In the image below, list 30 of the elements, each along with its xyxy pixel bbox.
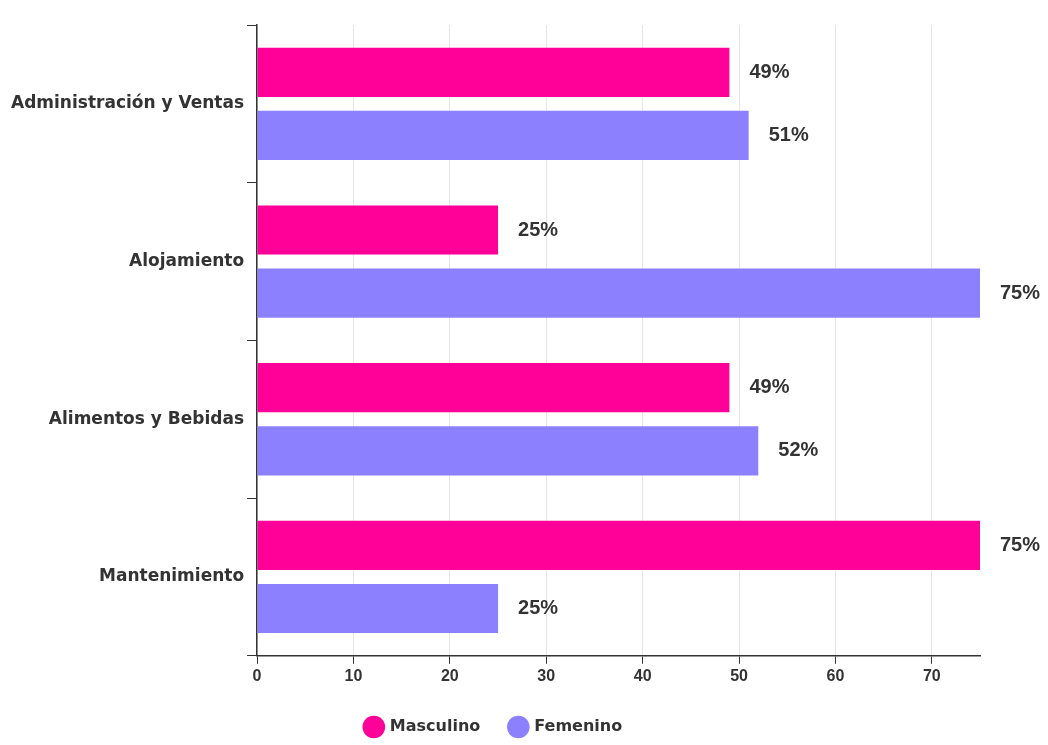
bar xyxy=(257,110,749,160)
x-tick-label: 50 xyxy=(730,666,749,684)
data-label: 75% xyxy=(1000,280,1041,303)
x-tick-label: 30 xyxy=(537,666,556,684)
bar xyxy=(257,520,980,571)
x-tick-label: 40 xyxy=(633,666,652,684)
data-label: 25% xyxy=(518,596,559,619)
bar xyxy=(257,205,499,255)
data-label: 49% xyxy=(749,375,790,398)
bar xyxy=(257,363,730,413)
bar xyxy=(257,268,980,318)
data-label: 49% xyxy=(749,59,790,82)
legend-label: Masculino xyxy=(389,716,481,736)
bar xyxy=(257,426,759,476)
data-label: 51% xyxy=(768,122,809,145)
data-label: 52% xyxy=(778,438,819,461)
x-tick-label: 20 xyxy=(440,666,459,684)
x-tick-label: 10 xyxy=(344,666,363,684)
y-tick-label: Alimentos y Bebidas xyxy=(48,407,245,428)
y-tick-label: Alojamiento xyxy=(129,249,245,270)
y-tick-label: Administración y Ventas xyxy=(11,92,245,113)
bar xyxy=(257,583,499,634)
bar xyxy=(257,47,730,97)
legend-label: Femenino xyxy=(534,716,623,736)
data-label: 75% xyxy=(1000,532,1041,555)
x-tick-label: 70 xyxy=(922,666,941,684)
x-tick-label: 60 xyxy=(826,666,845,684)
y-tick-label: Mantenimiento xyxy=(99,565,245,586)
x-tick-label: 0 xyxy=(252,666,262,684)
data-label: 25% xyxy=(518,217,559,240)
